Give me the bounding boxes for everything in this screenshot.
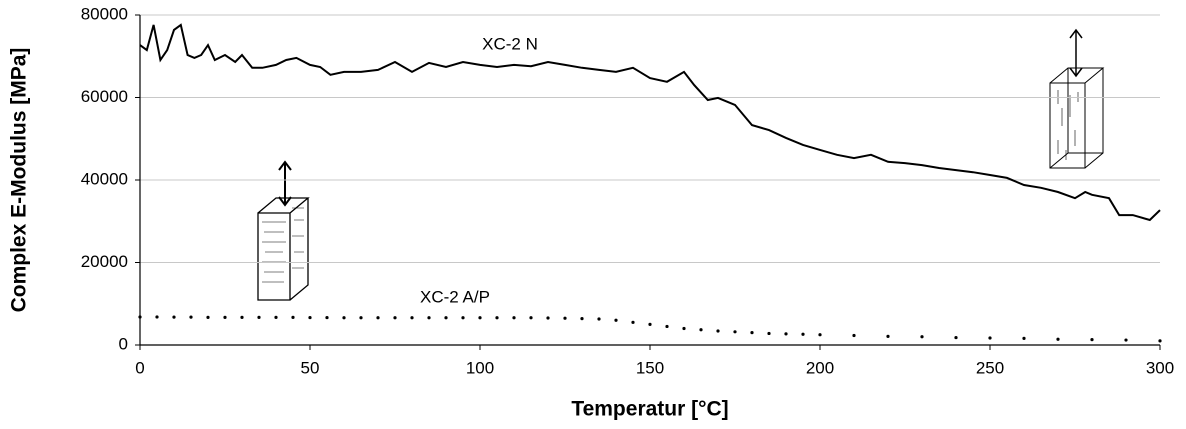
data-point <box>427 316 431 320</box>
data-point <box>716 329 720 333</box>
data-point <box>682 326 686 331</box>
x-tick-label: 200 <box>806 358 834 377</box>
data-point <box>410 316 414 320</box>
data-point <box>240 315 244 319</box>
data-point <box>1158 339 1162 343</box>
data-point <box>1090 338 1094 342</box>
data-point <box>1022 336 1026 340</box>
data-point <box>206 315 210 319</box>
data-point <box>393 316 397 320</box>
data-point <box>1056 337 1060 341</box>
data-point <box>614 318 618 322</box>
data-point <box>631 320 635 324</box>
y-tick-label: 40000 <box>81 169 128 188</box>
data-point <box>257 315 261 319</box>
data-point <box>478 316 482 320</box>
x-tick-label: 150 <box>636 358 664 377</box>
x-tick-label: 300 <box>1146 358 1174 377</box>
x-axis-title: Temperatur [°C] <box>571 398 728 421</box>
data-point <box>954 335 958 340</box>
data-point <box>155 315 159 319</box>
data-point <box>767 331 771 336</box>
data-point <box>376 316 380 320</box>
data-point <box>665 324 669 329</box>
data-point <box>359 316 363 320</box>
x-tick-label: 50 <box>301 358 320 377</box>
data-point <box>563 316 567 320</box>
data-point <box>852 333 856 338</box>
data-point <box>172 315 176 319</box>
data-point <box>444 316 448 320</box>
data-point <box>291 315 295 319</box>
data-point <box>699 328 703 332</box>
data-point <box>733 330 737 334</box>
y-axis-title: Complex E-Modulus [MPa] <box>8 48 31 313</box>
data-point <box>189 315 193 319</box>
y-tick-label: 20000 <box>81 252 128 271</box>
data-point <box>1124 338 1128 342</box>
data-point <box>308 315 312 320</box>
y-tick-label: 0 <box>119 334 128 353</box>
data-point <box>818 333 822 337</box>
y-tick-label: 80000 <box>81 4 128 23</box>
data-point <box>274 315 278 319</box>
data-point <box>750 331 754 335</box>
specimen-icon <box>257 160 310 301</box>
y-tick-label: 60000 <box>81 87 128 106</box>
data-point <box>597 317 601 321</box>
data-point <box>325 315 329 320</box>
data-point <box>495 316 499 320</box>
data-point <box>512 316 516 320</box>
x-tick-label: 250 <box>976 358 1004 377</box>
data-point <box>138 315 142 319</box>
data-point <box>342 316 346 320</box>
data-point <box>580 317 584 321</box>
x-tick-label: 100 <box>466 358 494 377</box>
data-point <box>920 335 924 339</box>
data-point <box>784 332 788 336</box>
data-point <box>886 334 890 338</box>
data-point <box>546 316 550 320</box>
data-point <box>988 336 992 340</box>
annotation: XC-2 A/P <box>420 287 490 306</box>
data-point <box>801 332 805 336</box>
annotation: XC-2 N <box>482 34 538 53</box>
data-point <box>648 322 652 326</box>
specimen-icon <box>1049 28 1105 169</box>
x-tick-label: 0 <box>135 358 144 377</box>
data-point <box>529 316 533 320</box>
data-point <box>223 315 227 319</box>
series-line <box>139 23 1161 222</box>
data-point <box>461 316 465 320</box>
